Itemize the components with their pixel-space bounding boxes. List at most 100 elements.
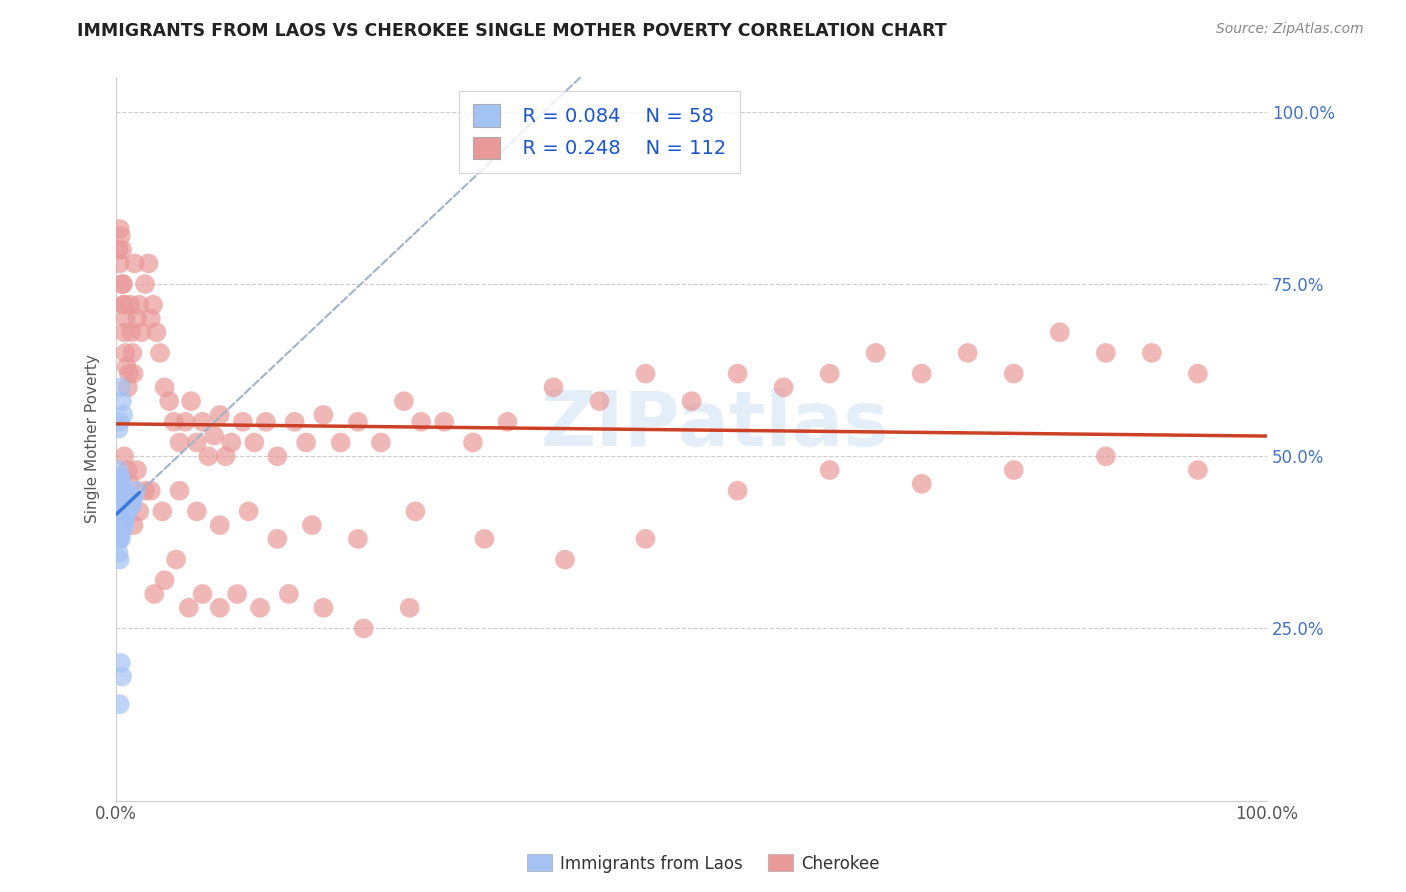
Point (131, 326, 153, 340)
Point (138, 256, 160, 270)
Point (214, 449, 236, 463)
Point (474, 532, 496, 546)
Point (1094, 449, 1116, 463)
Point (232, 415, 254, 429)
Point (110, 504, 132, 518)
Point (112, 483, 135, 498)
Point (169, 435, 191, 450)
Point (110, 483, 132, 498)
Point (186, 504, 208, 518)
Point (118, 367, 141, 381)
Point (433, 415, 456, 429)
Point (115, 491, 138, 505)
Point (110, 470, 132, 484)
Point (107, 518, 129, 533)
Point (634, 367, 657, 381)
Point (134, 277, 156, 291)
Point (277, 587, 299, 601)
Point (496, 415, 519, 429)
Point (112, 504, 135, 518)
Point (266, 449, 288, 463)
Point (115, 359, 138, 374)
Point (153, 380, 176, 394)
Point (120, 298, 142, 312)
Point (111, 483, 134, 498)
Point (243, 435, 266, 450)
Point (142, 298, 165, 312)
Point (1187, 367, 1209, 381)
Point (107, 532, 129, 546)
Point (107, 476, 129, 491)
Point (911, 476, 934, 491)
Point (174, 415, 197, 429)
Point (122, 367, 145, 381)
Point (112, 449, 135, 463)
Text: ZIPatlas: ZIPatlas (540, 387, 889, 461)
Point (818, 463, 841, 477)
Point (111, 243, 134, 257)
Point (139, 311, 162, 326)
Legend: Immigrants from Laos, Cherokee: Immigrants from Laos, Cherokee (520, 847, 886, 880)
Point (347, 415, 370, 429)
Point (221, 435, 243, 450)
Point (122, 518, 145, 533)
Point (107, 504, 129, 518)
Point (177, 600, 200, 615)
Point (110, 228, 132, 243)
Point (111, 277, 134, 291)
Point (461, 435, 484, 450)
Point (107, 491, 129, 505)
Point (114, 346, 136, 360)
Point (865, 346, 887, 360)
Point (121, 498, 143, 512)
Point (117, 504, 139, 518)
Point (634, 532, 657, 546)
Point (122, 491, 145, 505)
Point (108, 470, 131, 484)
Point (107, 532, 129, 546)
Point (107, 491, 129, 505)
Point (107, 463, 129, 477)
Point (112, 498, 135, 512)
Point (108, 532, 131, 546)
Y-axis label: Single Mother Poverty: Single Mother Poverty (86, 355, 100, 524)
Point (202, 428, 225, 442)
Point (1049, 326, 1071, 340)
Point (180, 394, 202, 409)
Point (186, 435, 208, 450)
Point (110, 656, 132, 670)
Point (312, 600, 335, 615)
Point (208, 518, 231, 533)
Point (108, 504, 131, 518)
Point (150, 504, 173, 518)
Point (107, 422, 129, 436)
Point (108, 491, 131, 505)
Point (125, 463, 148, 477)
Point (125, 311, 148, 326)
Point (1187, 463, 1209, 477)
Point (114, 498, 136, 512)
Point (392, 394, 415, 409)
Point (112, 518, 135, 533)
Point (111, 394, 134, 409)
Point (117, 491, 139, 505)
Point (370, 435, 392, 450)
Point (110, 518, 132, 533)
Point (254, 415, 277, 429)
Point (353, 622, 375, 636)
Point (312, 408, 335, 422)
Point (1002, 463, 1025, 477)
Point (145, 326, 167, 340)
Point (772, 380, 794, 394)
Point (108, 222, 131, 236)
Point (191, 415, 214, 429)
Point (266, 532, 288, 546)
Point (111, 524, 134, 539)
Point (208, 408, 231, 422)
Point (108, 415, 131, 429)
Point (112, 298, 135, 312)
Point (588, 394, 610, 409)
Point (117, 380, 139, 394)
Point (107, 498, 129, 512)
Point (112, 408, 135, 422)
